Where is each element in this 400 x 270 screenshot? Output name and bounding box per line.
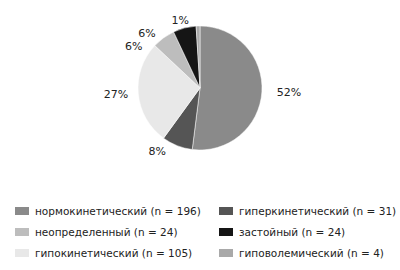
svg-text:нормокинетический (n = 196): нормокинетический (n = 196)	[35, 205, 201, 217]
svg-text:гиповолемический (n = 4): гиповолемический (n = 4)	[239, 247, 384, 259]
svg-text:гипокинетический (n = 105): гипокинетический (n = 105)	[35, 247, 192, 259]
svg-text:27%: 27%	[104, 88, 128, 101]
svg-text:6%: 6%	[125, 40, 142, 53]
svg-text:1%: 1%	[171, 14, 188, 27]
svg-text:застойный (n = 24): застойный (n = 24)	[239, 226, 345, 238]
svg-text:неопределенный (n = 24): неопределенный (n = 24)	[35, 226, 178, 238]
svg-text:гиперкинетический (n = 31): гиперкинетический (n = 31)	[239, 205, 396, 217]
svg-text:6%: 6%	[138, 27, 155, 40]
svg-text:8%: 8%	[149, 145, 166, 158]
svg-text:52%: 52%	[277, 86, 301, 99]
